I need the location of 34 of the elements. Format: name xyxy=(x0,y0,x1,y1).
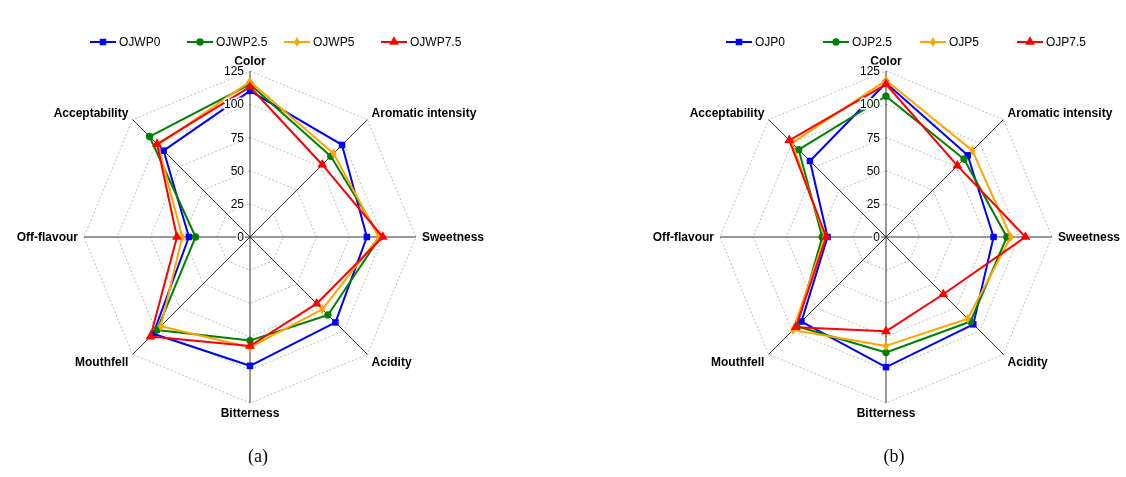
spoke-label: Acidity xyxy=(1007,354,1048,369)
legend-label: OJWP7.5 xyxy=(410,35,462,50)
y-tick-label: 50 xyxy=(230,163,245,178)
legend-label: OJWP0 xyxy=(119,35,161,50)
legend-label: OJWP5 xyxy=(313,35,355,50)
legend-label: OJP0 xyxy=(755,35,786,50)
spoke-label: Acceptability xyxy=(53,105,129,120)
y-tick-label: 0 xyxy=(873,230,881,245)
legend-label: OJP7.5 xyxy=(1046,35,1087,50)
spoke-label: Aromatic intensity xyxy=(371,105,477,120)
spoke-label: Aromatic intensity xyxy=(1007,105,1113,120)
legend-label: OJP2.5 xyxy=(852,35,893,50)
y-tick-label: 75 xyxy=(866,130,881,145)
y-tick-label: 25 xyxy=(230,197,245,211)
y-tick-label: 0 xyxy=(237,230,245,245)
spoke-label: Bitterness xyxy=(220,406,280,421)
spoke-label: Bitterness xyxy=(856,406,916,421)
spoke-label: Sweetness xyxy=(422,230,485,245)
text: (b) xyxy=(883,446,905,467)
legend-label: OJP5 xyxy=(949,35,980,50)
spoke-label: Mouthfell xyxy=(711,354,765,369)
spoke-label: Mouthfell xyxy=(75,354,129,369)
legend-label: OJWP2.5 xyxy=(216,35,268,50)
spoke-label: Acceptability xyxy=(689,105,765,120)
y-tick-label: 50 xyxy=(866,163,881,178)
spoke-label: Sweetness xyxy=(1058,230,1121,245)
y-tick-label: 25 xyxy=(866,197,881,211)
spoke-label: Off-flavour xyxy=(652,230,715,245)
spoke-label: Acidity xyxy=(371,354,412,369)
spoke-label: Off-flavour xyxy=(16,230,79,245)
y-tick-label: 125 xyxy=(223,64,245,79)
y-tick-label: 75 xyxy=(230,130,245,145)
y-tick-label: 125 xyxy=(859,64,881,79)
text: (a) xyxy=(248,446,268,467)
